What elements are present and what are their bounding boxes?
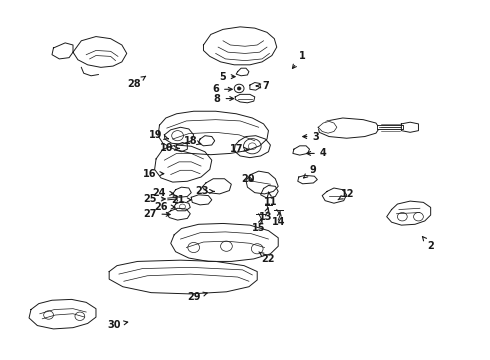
Text: 9: 9 (304, 165, 316, 178)
Polygon shape (73, 37, 127, 67)
Text: 28: 28 (127, 76, 146, 89)
Text: 20: 20 (241, 174, 255, 184)
Polygon shape (401, 122, 418, 132)
Polygon shape (52, 43, 73, 59)
Polygon shape (158, 111, 269, 155)
Polygon shape (175, 143, 187, 152)
Text: 16: 16 (143, 169, 164, 179)
Polygon shape (173, 202, 190, 211)
Text: 13: 13 (259, 208, 272, 222)
Text: 5: 5 (220, 72, 235, 82)
Polygon shape (293, 146, 310, 155)
Polygon shape (298, 175, 318, 184)
Polygon shape (236, 68, 249, 76)
Text: 7: 7 (256, 81, 269, 91)
Polygon shape (164, 127, 194, 144)
Polygon shape (234, 136, 270, 158)
Polygon shape (261, 185, 278, 198)
Polygon shape (109, 260, 257, 294)
Polygon shape (246, 171, 278, 194)
Text: 19: 19 (149, 130, 169, 140)
Polygon shape (203, 27, 277, 65)
Circle shape (237, 87, 241, 90)
Polygon shape (235, 94, 255, 103)
Polygon shape (198, 136, 215, 146)
Polygon shape (318, 121, 337, 133)
Text: 8: 8 (214, 94, 234, 104)
Polygon shape (167, 208, 190, 220)
Polygon shape (387, 201, 431, 225)
Text: 24: 24 (153, 188, 173, 198)
Text: 23: 23 (195, 186, 214, 197)
Polygon shape (191, 195, 212, 205)
Text: 18: 18 (183, 136, 201, 146)
Polygon shape (202, 179, 231, 194)
Text: 21: 21 (171, 195, 191, 205)
Polygon shape (155, 145, 212, 182)
Text: 29: 29 (187, 292, 207, 302)
Polygon shape (322, 188, 346, 203)
Text: 25: 25 (143, 194, 165, 204)
Text: 14: 14 (271, 211, 285, 227)
Polygon shape (29, 300, 96, 329)
Text: 12: 12 (338, 189, 354, 200)
Text: 4: 4 (307, 148, 326, 158)
Polygon shape (171, 224, 278, 261)
Polygon shape (250, 82, 261, 90)
Text: 15: 15 (252, 219, 266, 233)
Text: 27: 27 (143, 209, 170, 219)
Text: 26: 26 (154, 202, 175, 212)
Text: 6: 6 (212, 84, 232, 94)
Polygon shape (318, 118, 379, 138)
Text: 11: 11 (264, 192, 277, 207)
Text: 22: 22 (259, 252, 275, 264)
Text: 10: 10 (160, 143, 179, 153)
Polygon shape (172, 187, 191, 197)
Text: 1: 1 (293, 50, 306, 68)
Text: 30: 30 (107, 320, 128, 330)
Text: 17: 17 (229, 144, 248, 154)
Text: 2: 2 (422, 237, 434, 251)
Text: 3: 3 (303, 131, 319, 141)
